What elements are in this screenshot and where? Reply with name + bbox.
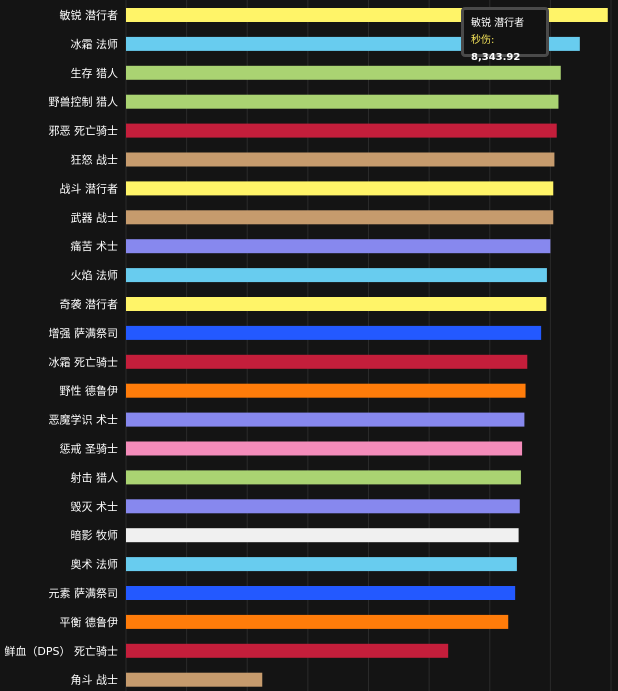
bar[interactable] (126, 499, 520, 514)
bar[interactable] (126, 672, 263, 687)
bar[interactable] (126, 383, 526, 398)
bar[interactable] (126, 557, 517, 572)
bars (126, 8, 608, 687)
bar[interactable] (126, 586, 516, 600)
bar[interactable] (126, 325, 542, 340)
category-label: 增强 萨满祭司 (49, 326, 119, 340)
bar[interactable] (126, 354, 528, 369)
bar[interactable] (126, 412, 525, 427)
category-label: 角斗 战士 (71, 674, 119, 687)
tooltip-title: 敏锐 潜行者 (471, 18, 525, 29)
bar[interactable] (126, 528, 519, 543)
category-label: 冰霜 法师 (71, 37, 119, 51)
category-label: 生存 猎人 (71, 66, 119, 80)
bar[interactable] (126, 210, 554, 225)
category-label: 鲜血（DPS） 死亡骑士 (4, 644, 118, 658)
bar[interactable] (126, 94, 559, 109)
bar[interactable] (126, 297, 547, 311)
grid-lines (125, 0, 612, 691)
tooltip-key: 秒伤: (471, 35, 495, 46)
bar[interactable] (126, 239, 551, 254)
category-label: 冰霜 死亡骑士 (49, 355, 119, 369)
bar[interactable] (126, 152, 555, 167)
bar[interactable] (126, 268, 547, 283)
bar[interactable] (126, 65, 561, 80)
bar[interactable] (126, 441, 523, 456)
category-label: 敏锐 潜行者 (60, 8, 119, 22)
category-label: 狂怒 战士 (71, 153, 119, 167)
category-label: 平衡 德鲁伊 (60, 615, 119, 629)
bar[interactable] (126, 470, 521, 485)
category-label: 惩戒 圣骑士 (60, 443, 119, 456)
category-label: 野性 德鲁伊 (60, 384, 119, 398)
tooltip-row: 秒伤: 8,343.92 (471, 32, 539, 66)
bar[interactable] (126, 181, 554, 196)
category-label: 元素 萨满祭司 (49, 587, 119, 600)
bar[interactable] (126, 643, 449, 658)
category-label: 邪恶 死亡骑士 (49, 124, 119, 138)
tooltip-value: 8,343.92 (471, 52, 521, 63)
bar[interactable] (126, 614, 509, 629)
category-label: 奥术 法师 (71, 557, 119, 571)
tooltip: 敏锐 潜行者 秒伤: 8,343.92 (461, 7, 549, 63)
category-label: 野兽控制 猎人 (49, 95, 119, 109)
category-label: 战斗 潜行者 (60, 181, 119, 195)
bar[interactable] (126, 123, 557, 138)
category-label: 武器 战士 (71, 211, 119, 224)
category-label: 暗影 牧师 (71, 528, 119, 542)
category-label: 奇袭 潜行者 (60, 297, 119, 311)
category-label: 毁灭 术士 (71, 499, 119, 513)
category-label: 火焰 法师 (71, 268, 119, 282)
category-label: 恶魔学识 术士 (49, 413, 119, 427)
category-label: 痛苦 术士 (71, 239, 119, 253)
category-label: 射击 猎人 (71, 470, 119, 484)
